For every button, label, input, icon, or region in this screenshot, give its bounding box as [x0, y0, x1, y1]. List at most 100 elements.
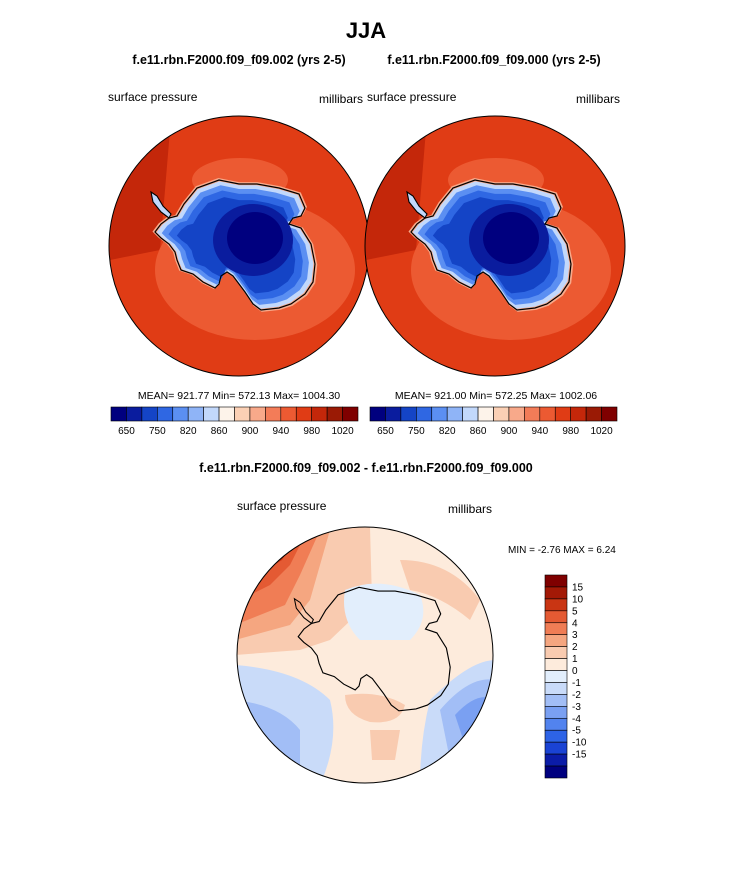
difference-colorbar-swatch: [544, 670, 568, 683]
left-stats: MEAN= 921.77 Min= 572.13 Max= 1004.30: [138, 390, 340, 402]
left-colorbar-swatch: [234, 406, 251, 422]
left-colorbar-swatch: [110, 406, 127, 422]
left-colorbar-swatch: [295, 406, 312, 422]
left-colorbar-tick-label: 820: [180, 426, 197, 437]
difference-colorbar-swatch: [544, 574, 568, 588]
difference-colorbar-swatch: [544, 646, 568, 659]
left-colorbar: 650 750 820 860 900 940 980 1020: [110, 406, 359, 437]
case-title-right: f.e11.rbn.F2000.f09_f09.000 (yrs 2-5): [387, 53, 600, 67]
right-colorbar-swatch: [554, 406, 571, 422]
right-colorbar-swatch: [570, 406, 587, 422]
left-colorbar-swatch: [311, 406, 328, 422]
right-colorbar-swatch: [431, 406, 448, 422]
left-colorbar-swatch: [203, 406, 220, 422]
left-map-panel: surface pressure millibars MEAN= 921.77 …: [108, 90, 370, 437]
right-colorbar-swatch: [524, 406, 541, 422]
difference-map-panel: f.e11.rbn.F2000.f09_f09.002 - f.e11.rbn.…: [199, 461, 616, 784]
difference-colorbar-tick-label: 1: [572, 654, 578, 665]
right-colorbar: 650 750 820 860 900 940 980 1020: [369, 406, 618, 437]
right-colorbar-tick-label: 940: [531, 426, 548, 437]
difference-colorbar-tick-label: -4: [572, 714, 581, 725]
right-variable-label: surface pressure: [367, 90, 457, 104]
difference-colorbar-tick-label: -3: [572, 702, 581, 713]
difference-colorbar-tick-label: 5: [572, 606, 578, 617]
right-colorbar-swatch: [400, 406, 417, 422]
left-units-label: millibars: [319, 92, 363, 106]
left-map-field: [109, 116, 369, 376]
difference-units-label: millibars: [448, 502, 492, 516]
right-colorbar-tick-label: 860: [470, 426, 487, 437]
right-colorbar-tick-label: 650: [377, 426, 394, 437]
difference-colorbar-swatch: [544, 694, 568, 707]
difference-colorbar-swatch: [544, 729, 568, 743]
right-colorbar-swatch: [601, 406, 618, 422]
right-colorbar-tick-label: 820: [439, 426, 456, 437]
difference-colorbar-tick-label: 2: [572, 642, 578, 653]
difference-colorbar-swatch: [544, 586, 568, 600]
left-colorbar-swatch: [141, 406, 158, 422]
right-colorbar-swatch: [446, 406, 463, 422]
difference-stats: MIN = -2.76 MAX = 6.24: [508, 545, 616, 556]
left-colorbar-swatch: [126, 406, 143, 422]
right-colorbar-swatch: [477, 406, 494, 422]
right-colorbar-swatch: [585, 406, 602, 422]
left-colorbar-swatch: [326, 406, 343, 422]
right-colorbar-tick-label: 750: [408, 426, 425, 437]
right-colorbar-swatch: [385, 406, 402, 422]
difference-colorbar-swatch: [544, 658, 568, 671]
right-colorbar-swatch: [539, 406, 556, 422]
difference-colorbar-tick-label: -5: [572, 726, 581, 737]
right-colorbar-swatch: [369, 406, 386, 422]
difference-colorbar-swatch: [544, 741, 568, 755]
case-title-left: f.e11.rbn.F2000.f09_f09.002 (yrs 2-5): [132, 53, 345, 67]
difference-colorbar-tick-label: 4: [572, 618, 578, 629]
right-colorbar-tick-label: 980: [562, 426, 579, 437]
difference-colorbar-tick-label: -2: [572, 690, 581, 701]
right-colorbar-tick-label: 1020: [590, 426, 613, 437]
difference-variable-label: surface pressure: [237, 499, 327, 513]
left-colorbar-swatch: [249, 406, 266, 422]
difference-colorbar-tick-label: 15: [572, 582, 584, 593]
left-colorbar-swatch: [157, 406, 174, 422]
left-colorbar-tick-label: 980: [303, 426, 320, 437]
difference-colorbar-tick-label: 0: [572, 666, 578, 677]
right-colorbar-swatch: [493, 406, 510, 422]
difference-colorbar-tick-label: 3: [572, 630, 578, 641]
right-colorbar-swatch: [508, 406, 525, 422]
difference-colorbar-swatch: [544, 598, 568, 612]
left-colorbar-tick-label: 750: [149, 426, 166, 437]
left-colorbar-tick-label: 900: [242, 426, 259, 437]
difference-colorbar-swatch: [544, 765, 568, 779]
left-colorbar-swatch: [280, 406, 297, 422]
difference-colorbar-tick-label: 10: [572, 594, 584, 605]
difference-colorbar-tick-label: -15: [572, 750, 587, 761]
difference-title: f.e11.rbn.F2000.f09_f09.002 - f.e11.rbn.…: [199, 461, 533, 475]
left-colorbar-tick-label: 650: [118, 426, 135, 437]
difference-map-field: [237, 527, 493, 783]
difference-colorbar-tick-label: -1: [572, 678, 581, 689]
difference-colorbar-swatch: [544, 610, 568, 624]
left-colorbar-swatch: [342, 406, 359, 422]
left-colorbar-swatch: [172, 406, 189, 422]
right-units-label: millibars: [576, 92, 620, 106]
left-colorbar-swatch: [265, 406, 282, 422]
left-variable-label: surface pressure: [108, 90, 198, 104]
difference-colorbar-swatch: [544, 717, 568, 731]
right-stats: MEAN= 921.00 Min= 572.25 Max= 1002.06: [395, 390, 597, 402]
left-colorbar-swatch: [187, 406, 204, 422]
difference-colorbar-swatch: [544, 682, 568, 695]
right-colorbar-swatch: [416, 406, 433, 422]
difference-colorbar-swatch: [544, 634, 568, 647]
right-map-panel: surface pressure millibars MEAN= 921.00 …: [364, 90, 626, 437]
left-colorbar-tick-label: 860: [211, 426, 228, 437]
difference-colorbar-swatch: [544, 753, 568, 767]
difference-colorbar-tick-label: -10: [572, 738, 587, 749]
right-map-field: [365, 116, 625, 376]
left-colorbar-tick-label: 1020: [331, 426, 354, 437]
right-colorbar-tick-label: 900: [501, 426, 518, 437]
difference-colorbar-swatch: [544, 622, 568, 636]
season-title: JJA: [346, 18, 386, 43]
left-colorbar-swatch: [218, 406, 235, 422]
